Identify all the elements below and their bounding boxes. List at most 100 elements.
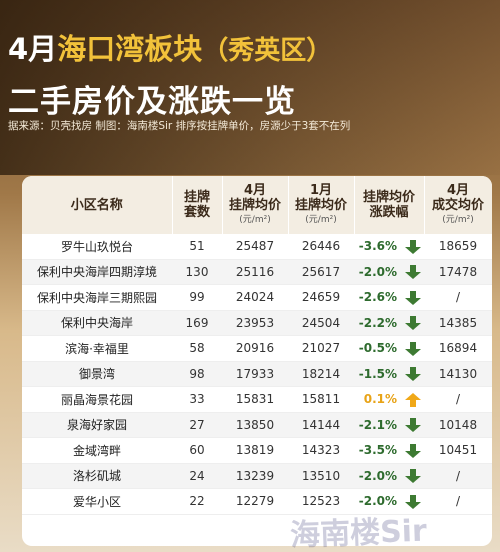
header-unit: (元/m²)	[239, 214, 271, 225]
community-name: 泉海好家园	[22, 412, 172, 438]
cell: -2.0%	[354, 463, 424, 489]
cell: 24504	[288, 310, 354, 336]
table: 小区名称 挂牌 套数 4月 挂牌均价 (元/m²) 1月 挂牌均价 (元/m²) 挂牌均价 涨跌幅 4…	[22, 176, 492, 515]
arrow-down	[405, 265, 421, 279]
arrow-up	[405, 392, 421, 407]
cell: -2.2%	[354, 310, 424, 336]
table-row: 保利中央海岸四期淳境 130 25116 25617 -2.0% 17478	[22, 259, 492, 285]
cell: 25116	[222, 259, 288, 285]
arrow-shape	[405, 494, 421, 509]
header-line: 挂牌	[183, 190, 210, 205]
cell: 23953	[222, 310, 288, 336]
cell: /	[424, 463, 492, 489]
cell: 13239	[222, 463, 288, 489]
community-name: 罗牛山玖悦台	[22, 234, 172, 260]
arrow-shape	[405, 239, 421, 254]
arrow-down	[405, 469, 421, 483]
table-row: 洛杉矶城 24 13239 13510 -2.0% /	[22, 463, 492, 489]
cell: 13510	[288, 463, 354, 489]
arrow-shape	[405, 392, 421, 407]
change-value: -2.0%	[358, 468, 397, 483]
header-line: 涨跌幅	[369, 205, 409, 220]
arrow-shape	[405, 418, 421, 432]
cell: 20916	[222, 335, 288, 362]
column-header: 4月 成交均价 (元/m²)	[424, 176, 492, 234]
table-row: 罗牛山玖悦台 51 25487 26446 -3.6% 18659	[22, 234, 492, 260]
subtitle: 二手房价及涨跌一览	[8, 84, 296, 120]
cell: 15831	[222, 386, 288, 413]
header-unit: (元/m²)	[442, 214, 474, 225]
community-name: 爱华小区	[22, 488, 172, 515]
arrow-down	[405, 239, 421, 254]
header-line: 挂牌均价	[294, 197, 347, 213]
cell: -2.0%	[354, 259, 424, 285]
cell: 51	[172, 234, 222, 260]
change-value: -3.6%	[358, 239, 397, 253]
cell: -3.6%	[354, 234, 424, 260]
cell: 60	[172, 437, 222, 464]
arrow-shape	[405, 367, 421, 381]
community-name: 保利中央海岸三期熙园	[22, 284, 172, 311]
community-name: 金域湾畔	[22, 437, 172, 464]
cell: 18214	[288, 361, 354, 387]
watermark: 海南楼Sir	[289, 513, 428, 552]
cell: 12523	[288, 488, 354, 515]
header-line: 套数	[183, 205, 210, 220]
cell: 14144	[288, 412, 354, 438]
cell: 13819	[222, 437, 288, 464]
change-value: -1.5%	[358, 366, 397, 381]
table-card: 小区名称 挂牌 套数 4月 挂牌均价 (元/m²) 1月 挂牌均价 (元/m²) 挂牌均价 涨跌幅 4…	[22, 176, 492, 546]
table-row: 泉海好家园 27 13850 14144 -2.1% 10148	[22, 412, 492, 438]
cell: 22	[172, 488, 222, 515]
change-value: 0.1%	[363, 392, 397, 406]
header-line: 挂牌均价	[228, 197, 281, 213]
cell: 99	[172, 284, 222, 311]
arrow-shape	[405, 265, 421, 279]
header-line: 4月	[243, 182, 267, 198]
cell: 14130	[424, 361, 492, 387]
header-unit: (元/m²)	[305, 214, 337, 225]
change-value: -2.1%	[358, 417, 397, 432]
change-value: -2.6%	[358, 290, 397, 304]
cell: 169	[172, 310, 222, 336]
community-name: 丽晶海景花园	[22, 386, 172, 413]
arrow-shape	[405, 443, 421, 458]
arrow-shape	[405, 341, 421, 356]
arrow-down	[405, 443, 421, 458]
cell: 25487	[222, 234, 288, 260]
arrow-shape	[405, 290, 421, 305]
cell: -2.6%	[354, 284, 424, 311]
title-month: 4月	[8, 32, 58, 66]
cell: 14323	[288, 437, 354, 464]
community-name: 滨海·幸福里	[22, 335, 172, 362]
title-area: 海口湾板块	[57, 32, 203, 66]
arrow-shape	[405, 469, 421, 483]
arrow-down	[405, 316, 421, 330]
source: 据来源：贝壳找房 制图：海南楼Sir 排序按挂牌单价，房源少于3套不在列	[8, 120, 351, 132]
cell: 33	[172, 386, 222, 413]
cell: 24024	[222, 284, 288, 311]
table-row: 保利中央海岸三期熙园 99 24024 24659 -2.6% /	[22, 284, 492, 311]
cell: 25617	[288, 259, 354, 285]
banner	[0, 0, 500, 175]
title: 4月海口湾板块（秀英区）	[8, 26, 332, 68]
column-header: 4月 挂牌均价 (元/m²)	[222, 176, 289, 234]
header-line: 1月	[309, 182, 333, 198]
header-line: 成交均价	[431, 197, 484, 213]
cell: 16894	[424, 335, 492, 362]
community-name: 保利中央海岸	[22, 310, 172, 336]
community-name: 保利中央海岸四期淳境	[22, 259, 172, 285]
table-row: 滨海·幸福里 58 20916 21027 -0.5% 16894	[22, 335, 492, 362]
cell: 15811	[288, 386, 354, 413]
community-name: 洛杉矶城	[22, 463, 172, 489]
header-row: 小区名称 挂牌 套数 4月 挂牌均价 (元/m²) 1月 挂牌均价 (元/m²) 挂牌均价 涨跌幅 4…	[22, 176, 492, 234]
cell: -0.5%	[354, 335, 424, 362]
cell: 14385	[424, 310, 492, 336]
arrow-down	[405, 290, 421, 305]
title-district: （秀英区）	[202, 36, 333, 66]
cell: 21027	[288, 335, 354, 362]
cell: 17478	[424, 259, 492, 285]
column-header: 挂牌 套数	[172, 176, 223, 234]
cell: -2.1%	[354, 412, 424, 438]
cell: -3.5%	[354, 437, 424, 464]
